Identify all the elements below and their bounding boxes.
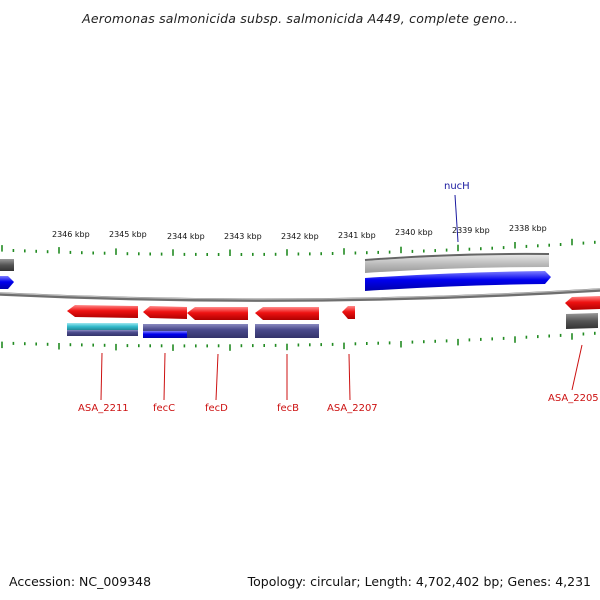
cds-feature-slate[interactable] bbox=[255, 324, 319, 338]
label-leader-line bbox=[454, 194, 459, 243]
genome-backbone bbox=[0, 288, 600, 302]
label-leader-line bbox=[215, 353, 219, 401]
cds-feature-dark[interactable] bbox=[566, 313, 598, 329]
scale-label: 2345 kbp bbox=[109, 230, 147, 239]
gene-forward-left[interactable] bbox=[0, 276, 14, 289]
gene-reverse-ASA_2207[interactable] bbox=[342, 306, 355, 319]
topology-text: Topology: circular; Length: 4,702,402 bp… bbox=[247, 574, 591, 589]
scale-label: 2344 kbp bbox=[167, 232, 205, 241]
cds-feature-gray[interactable] bbox=[365, 254, 549, 273]
gene-label[interactable]: fecD bbox=[205, 403, 228, 414]
gene-reverse-ASA_2205[interactable] bbox=[565, 296, 600, 310]
gene-label[interactable]: fecB bbox=[277, 403, 299, 414]
upper-tick-track bbox=[1, 238, 596, 256]
label-leader-line bbox=[571, 344, 583, 391]
map-title: Aeromonas salmonicida subsp. salmonicida… bbox=[82, 11, 518, 26]
cds-feature-dark-left[interactable] bbox=[0, 259, 14, 271]
cds-feature-cyan[interactable] bbox=[67, 323, 138, 330]
scale-label: 2340 kbp bbox=[395, 228, 433, 237]
cds-feature-blue[interactable] bbox=[143, 331, 187, 338]
gene-label[interactable]: ASA_2205 bbox=[548, 393, 599, 404]
label-leader-line bbox=[163, 352, 166, 401]
gene-reverse-fecD[interactable] bbox=[187, 307, 248, 320]
lower-tick-track bbox=[1, 331, 596, 351]
gene-reverse-fecB[interactable] bbox=[255, 307, 319, 320]
accession-text: Accession: NC_009348 bbox=[9, 574, 152, 589]
gene-label[interactable]: ASA_2207 bbox=[327, 403, 378, 414]
cds-feature-outline bbox=[364, 252, 550, 261]
scale-label: 2343 kbp bbox=[224, 232, 262, 241]
gene-forward-nucH[interactable] bbox=[365, 271, 551, 291]
cds-feature-slate[interactable] bbox=[67, 330, 138, 336]
gene-label[interactable]: ASA_2211 bbox=[78, 403, 129, 414]
gene-reverse-fecC[interactable] bbox=[143, 306, 187, 319]
scale-label: 2338 kbp bbox=[509, 224, 547, 233]
scale-label: 2341 kbp bbox=[338, 231, 376, 240]
label-leader-line bbox=[100, 352, 103, 401]
gene-label[interactable]: nucH bbox=[444, 181, 470, 192]
scale-label: 2339 kbp bbox=[452, 226, 490, 235]
scale-label: 2346 kbp bbox=[52, 230, 90, 239]
scale-label: 2342 kbp bbox=[281, 232, 319, 241]
gene-label[interactable]: fecC bbox=[153, 403, 175, 414]
genome-backbone-highlight bbox=[0, 288, 600, 300]
gene-reverse-ASA_2211[interactable] bbox=[67, 305, 138, 318]
label-leader-line bbox=[348, 353, 351, 401]
